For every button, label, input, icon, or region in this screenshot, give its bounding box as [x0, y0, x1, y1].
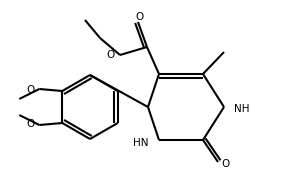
Text: O: O: [26, 119, 34, 129]
Text: HN: HN: [133, 138, 149, 148]
Text: O: O: [136, 12, 144, 22]
Text: O: O: [107, 50, 115, 60]
Text: O: O: [221, 159, 229, 169]
Text: NH: NH: [234, 104, 250, 114]
Text: O: O: [26, 85, 34, 95]
